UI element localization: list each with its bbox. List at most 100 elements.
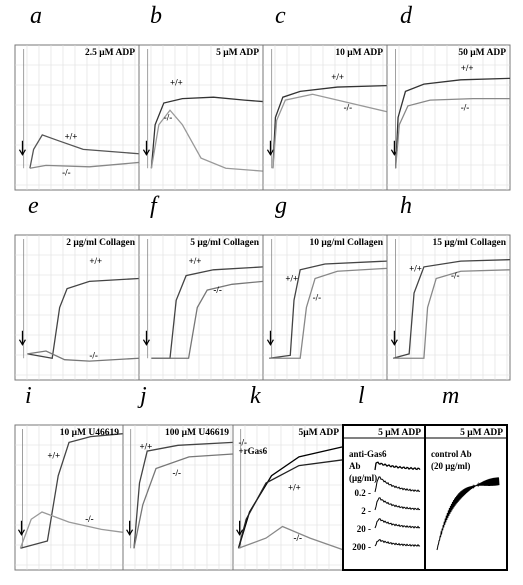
trace [19,511,124,549]
panel: g +/+ -/- 10 μg/ml Collagen [262,193,388,381]
panel: e +/+ -/- 2 μg/ml Collagen [14,193,140,381]
panel-letter: e [28,193,39,219]
trace-label: +/+ [47,450,60,460]
trace-label: +/+ [140,442,153,452]
trace-label: -/- [294,533,303,543]
trace-label: -/- [62,168,70,178]
trace [29,161,140,169]
arrow [390,330,398,346]
panel-label: 5 μM ADP [216,48,259,58]
trace [374,518,421,529]
trace [374,497,421,511]
trace-label: +/+ [285,273,298,283]
panel-frame [424,424,508,571]
trace-label: +/+ [89,256,102,266]
trace-label: -/- [213,285,222,295]
panel-frame [262,44,388,191]
panel-label: 5μM ADP [299,428,340,438]
arrow [18,140,26,156]
trace-label: +/+ [409,263,422,273]
trace [436,477,500,551]
panel-letter: b [150,3,162,29]
trace-label: -/- [344,102,353,112]
trace-label: -/- [164,112,173,122]
legend-line: (μg/ml) [349,473,377,483]
trace [269,267,388,359]
arrow [266,330,274,346]
panel: c +/+ -/- 10 μM ADP [262,3,388,191]
trace-label: -/- [239,437,248,447]
arrow [126,520,134,536]
panel-letter: c [275,3,286,29]
trace [27,350,140,362]
panel: d +/+ -/- 50 μM ADP [386,3,511,191]
dose-label: 0.2 - [355,488,372,498]
trace [27,277,140,360]
panel-frame [14,424,124,571]
trace [394,77,511,169]
panel-letter: m [442,383,459,409]
trace-label: -/- [89,350,98,360]
panel-label: 5 μM ADP [378,428,421,438]
trace [150,109,264,172]
trace-label: +rGas6 [239,446,268,456]
arrow [236,520,244,536]
panel-frame [14,44,140,191]
trace [269,260,388,359]
panel: i +/+ -/- 10 μM U46619 [14,383,124,571]
panel-letter: f [150,193,160,219]
trace [374,476,421,493]
trace [20,433,124,549]
panel-letter: i [25,383,32,409]
trace-label: +/+ [65,131,78,141]
trace-label: +/+ [461,63,474,73]
panel: f +/+ -/- 5 μg/ml Collagen [138,193,264,381]
trace [374,461,421,471]
trace-label: +/+ [288,482,301,492]
trace [237,446,344,549]
panel-letter: g [275,193,287,219]
panel-frame [138,44,264,191]
trace-label: -/- [313,292,322,302]
trace [237,459,344,549]
trace [393,269,511,359]
panel-letter: d [400,3,413,29]
panel: b +/+ -/- 5 μM ADP [138,3,264,191]
legend-line: (20 μg/ml) [431,461,470,471]
panel-label: 10 μM ADP [335,48,383,58]
panel-letter: k [250,383,261,409]
trace [133,441,234,549]
trace [29,134,140,169]
arrow [17,520,25,536]
dose-label: 2 - [361,506,371,516]
trace [374,538,421,548]
panel-letter: h [400,193,412,219]
trace [394,98,510,169]
trace-label: -/- [451,271,460,281]
panel-frame [386,44,511,191]
panel-frame [14,234,140,381]
panel-label: 2 μg/ml Collagen [66,238,135,248]
trace [151,280,264,359]
trace [392,259,511,359]
panel: l anti-Gas6 Ab (μg/ml) 0.2 - 2 - 20 - 200 - 5 μM… [342,383,426,571]
dose-label: 20 - [357,524,371,534]
legend-line: anti-Gas6 [349,449,387,459]
trace [272,84,388,169]
trace-label: -/- [461,102,470,112]
panel-label: 10 μM U46619 [60,428,119,438]
panel-letter: j [137,383,147,409]
trace-label: +/+ [189,256,202,266]
trace-label: +/+ [331,72,344,82]
panel-letter: a [30,3,42,29]
trace [272,93,388,169]
panel: k-/-+rGas6+/+-/-5μM ADP [232,383,344,571]
panel-label: 5 μM ADP [460,428,503,438]
arrow [266,140,274,156]
panel-label: 10 μg/ml Collagen [310,238,384,248]
trace [133,453,234,549]
trace-label: +/+ [170,78,183,88]
legend-line: control Ab [431,449,472,459]
trace-label: -/- [85,514,94,524]
